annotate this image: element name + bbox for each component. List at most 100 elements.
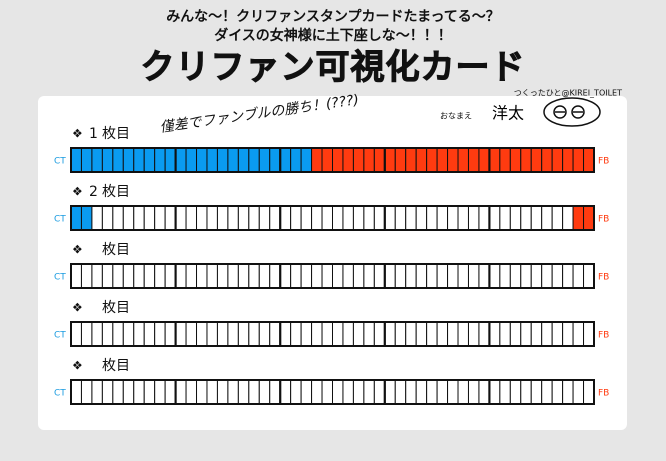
ct-cell	[227, 147, 239, 173]
empty-cell	[457, 321, 469, 347]
empty-cell	[583, 263, 595, 289]
empty-cell	[279, 321, 292, 347]
empty-cell	[467, 321, 480, 347]
empty-cell	[583, 321, 595, 347]
empty-cell	[101, 263, 114, 289]
empty-cell	[311, 379, 323, 405]
empty-cell	[332, 263, 344, 289]
ct-label: CT	[54, 389, 66, 399]
card-number: 2	[89, 184, 98, 200]
empty-cell	[436, 379, 449, 405]
empty-cell	[562, 263, 574, 289]
fb-cell	[478, 147, 490, 173]
empty-cell	[352, 205, 365, 231]
ct-label: CT	[54, 273, 66, 283]
empty-cell	[227, 379, 239, 405]
empty-cell	[164, 379, 177, 405]
fb-label: FB	[598, 215, 609, 225]
fb-cell	[551, 147, 564, 173]
empty-cell	[530, 263, 543, 289]
empty-cell	[572, 321, 585, 347]
empty-cell	[509, 321, 522, 347]
bullet: ❖	[72, 301, 83, 315]
empty-cell	[405, 379, 417, 405]
empty-cell	[530, 321, 543, 347]
empty-cell	[185, 379, 198, 405]
empty-cell	[290, 205, 302, 231]
empty-cell	[499, 263, 511, 289]
empty-cell	[101, 321, 114, 347]
empty-cell	[405, 263, 417, 289]
ct-cell	[164, 147, 177, 173]
ct-cell	[216, 147, 229, 173]
fb-cell	[415, 147, 428, 173]
ct-cell	[300, 147, 313, 173]
ct-cell	[269, 147, 281, 173]
empty-cell	[363, 263, 375, 289]
empty-cell	[551, 263, 564, 289]
empty-cell	[216, 263, 229, 289]
empty-cell	[457, 205, 469, 231]
empty-cell	[352, 321, 365, 347]
ct-cell	[258, 147, 271, 173]
empty-cell	[394, 263, 407, 289]
empty-cell	[530, 379, 543, 405]
empty-cell	[269, 379, 281, 405]
empty-cell	[321, 321, 334, 347]
empty-cell	[499, 379, 511, 405]
empty-cell	[373, 205, 386, 231]
empty-cell	[373, 321, 386, 347]
empty-cell	[300, 379, 313, 405]
empty-cell	[394, 321, 407, 347]
empty-cell	[384, 379, 396, 405]
empty-cell	[91, 379, 103, 405]
empty-cell	[290, 263, 302, 289]
ct-cell	[80, 147, 93, 173]
empty-cell	[248, 263, 260, 289]
empty-cell	[185, 263, 198, 289]
empty-cell	[541, 205, 553, 231]
fb-cell	[541, 147, 553, 173]
empty-cell	[227, 321, 239, 347]
ct-cell	[185, 147, 198, 173]
suffix: 枚目	[102, 300, 130, 316]
fb-cell	[467, 147, 480, 173]
empty-cell	[415, 205, 428, 231]
empty-cell	[415, 321, 428, 347]
empty-cell	[279, 263, 292, 289]
empty-cell	[196, 379, 208, 405]
empty-cell	[332, 321, 344, 347]
empty-cell	[112, 321, 124, 347]
empty-cell	[300, 205, 313, 231]
empty-cell	[478, 205, 490, 231]
empty-cell	[154, 263, 166, 289]
empty-cell	[332, 379, 344, 405]
empty-cell	[91, 321, 103, 347]
empty-cell	[206, 321, 218, 347]
empty-cell	[342, 321, 354, 347]
empty-cell	[164, 263, 177, 289]
empty-cell	[488, 205, 501, 231]
fb-cell	[342, 147, 354, 173]
empty-cell	[154, 205, 166, 231]
empty-cell	[332, 205, 344, 231]
header-line: みんな〜！クリファンスタンプカードたまってる〜？	[166, 9, 500, 25]
empty-cell	[562, 379, 574, 405]
empty-cell	[530, 205, 543, 231]
empty-cell	[290, 379, 302, 405]
fb-cell	[384, 147, 396, 173]
empty-cell	[185, 205, 198, 231]
empty-cell	[122, 379, 135, 405]
empty-cell	[562, 321, 574, 347]
empty-cell	[541, 321, 553, 347]
fb-cell	[426, 147, 438, 173]
empty-cell	[206, 205, 218, 231]
bullet: ❖	[72, 185, 83, 199]
owner-name: 洋太	[492, 104, 524, 123]
fb-cell	[405, 147, 417, 173]
empty-cell	[342, 205, 354, 231]
fb-label: FB	[598, 331, 609, 341]
empty-cell	[112, 205, 124, 231]
fb-cell	[373, 147, 386, 173]
empty-cell	[509, 205, 522, 231]
